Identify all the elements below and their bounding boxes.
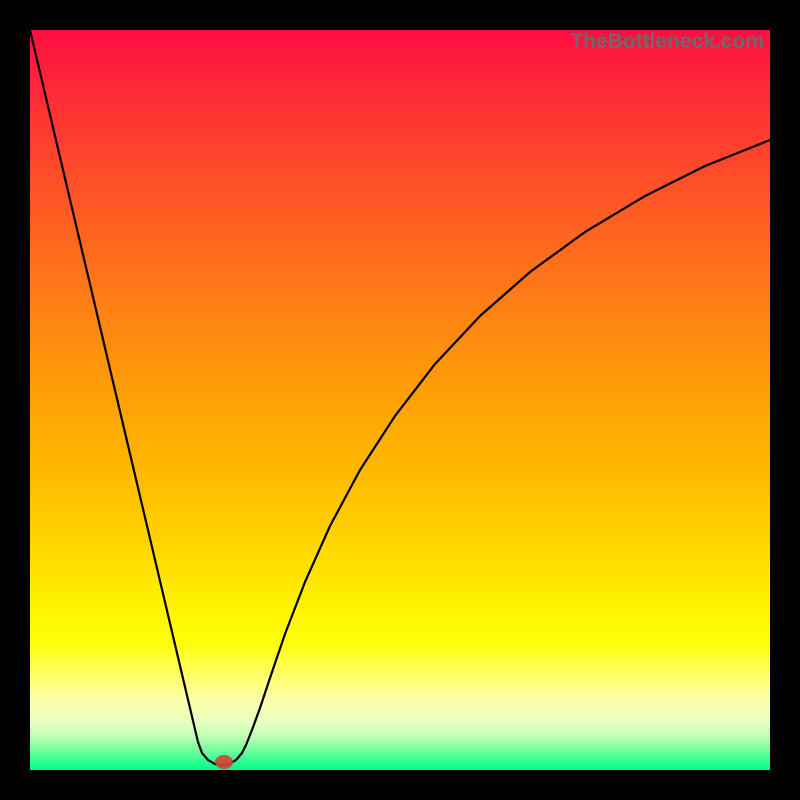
optimum-marker	[215, 755, 233, 769]
plot-area	[30, 30, 770, 770]
bottleneck-curve	[30, 30, 770, 770]
chart-frame: TheBottleneck.com	[0, 0, 800, 800]
curve-polyline	[30, 30, 770, 765]
watermark-text: TheBottleneck.com	[570, 30, 764, 54]
